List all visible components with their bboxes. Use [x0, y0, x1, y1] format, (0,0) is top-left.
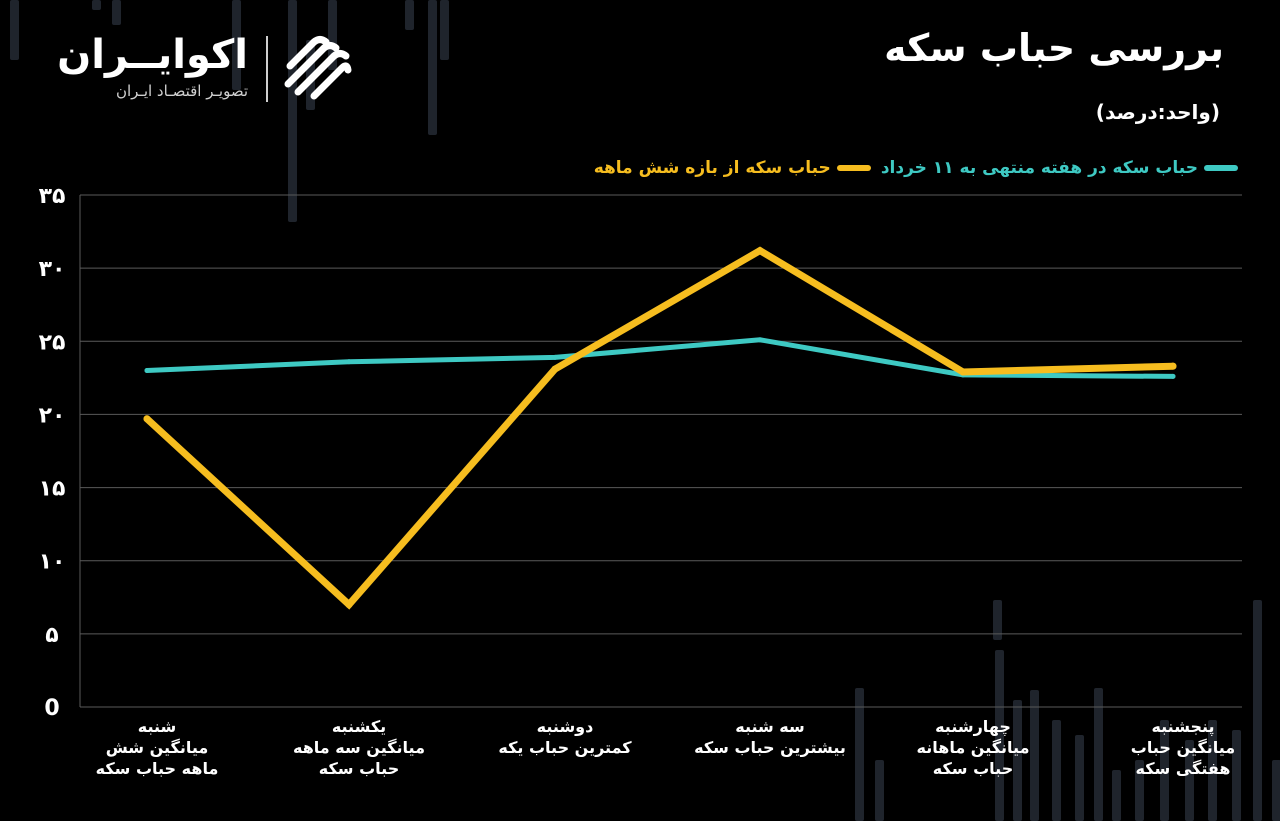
- x-tick-label-line: بیشترین حباب سکه: [694, 738, 846, 757]
- legend-item-teal: حباب سکه در هفته منتهی به ۱۱ خرداد: [881, 158, 1238, 178]
- x-tick-label-5: پنجشنبه میانگین حباب هفتگی سکه: [1088, 716, 1278, 779]
- x-tick-label-2: دوشنبه کمترین حباب یکه: [470, 716, 660, 758]
- bg-candle: [1135, 760, 1144, 821]
- data-point-s0-5: [1170, 373, 1176, 379]
- y-tick-label-35: ۳۵: [39, 184, 66, 209]
- y-tick-label-10: ۱۰: [39, 550, 66, 575]
- x-tick-label-line: حباب سکه: [932, 759, 1014, 778]
- bg-candle: [1160, 720, 1169, 821]
- legend-swatch-yellow: [836, 165, 871, 171]
- x-tick-label-line: ماهه حباب سکه: [95, 759, 219, 778]
- bg-candle: [10, 0, 19, 60]
- bg-candle: [1094, 688, 1103, 821]
- x-tick-label-line: میانگین سه ماهه: [293, 738, 425, 757]
- bg-candle: [112, 0, 121, 25]
- legend-label-teal: حباب سکه در هفته منتهی به ۱۱ خرداد: [880, 158, 1198, 178]
- chart-unit-subtitle: (واحد:درصد): [1095, 100, 1220, 124]
- bg-candle: [1112, 770, 1121, 821]
- x-tick-label-line: دوشنبه: [536, 717, 594, 736]
- logo-divider: [266, 36, 268, 102]
- x-tick-label-1: یکشنبه میانگین سه ماهه حباب سکه: [264, 716, 454, 779]
- data-point-s1-1: [345, 601, 353, 609]
- series-line-0: [144, 337, 1176, 379]
- data-point-s1-0: [143, 415, 151, 423]
- data-point-s1-5: [1169, 362, 1177, 370]
- bg-candle: [405, 0, 414, 30]
- x-tick-label-line: شنبه: [137, 717, 177, 736]
- data-point-s0-1: [346, 359, 352, 365]
- y-tick-label-5: ۵: [45, 623, 58, 648]
- series-line-1: [143, 246, 1177, 610]
- bg-candle: [288, 0, 297, 222]
- brand-name: اکوایــران: [57, 32, 248, 78]
- bg-candle: [875, 760, 884, 821]
- legend-item-yellow: حباب سکه از بازه شش ماهه: [594, 158, 871, 178]
- bg-candle: [993, 600, 1002, 640]
- y-tick-label-20: ۲۰: [39, 403, 66, 428]
- x-tick-label-0: شنبه میانگین شش ماهه حباب سکه: [62, 716, 252, 779]
- bg-candle: [440, 0, 449, 60]
- bg-candle: [1185, 740, 1194, 821]
- legend-swatch-teal: [1204, 165, 1238, 171]
- legend-label-yellow: حباب سکه از بازه شش ماهه: [593, 158, 831, 178]
- y-tick-label-15: ۱۵: [39, 477, 66, 502]
- bg-candle: [428, 0, 437, 135]
- bg-candle: [232, 0, 241, 90]
- brand-tagline: تصویـر اقتصـاد ایـران: [115, 82, 248, 100]
- bg-candle: [1013, 700, 1022, 821]
- x-tick-label-line: میانگین حباب: [1130, 738, 1236, 757]
- x-tick-label-3: سه شنبه بیشترین حباب سکه: [675, 716, 865, 758]
- bg-candle: [1075, 735, 1084, 821]
- brand-mark-icon: [284, 36, 352, 100]
- y-tick-label-0: 0: [44, 696, 59, 721]
- bg-candle: [995, 650, 1004, 821]
- data-point-s1-4: [959, 368, 967, 376]
- y-tick-label-25: ۲۵: [39, 330, 66, 355]
- data-point-s1-3: [756, 247, 764, 255]
- bg-candle: [1232, 730, 1241, 821]
- x-tick-label-line: هفتگی سکه: [1135, 759, 1231, 778]
- bg-candle: [1253, 600, 1262, 821]
- data-point-s1-2: [551, 365, 559, 373]
- bg-candle: [855, 688, 864, 821]
- x-tick-label-line: پنجشنبه: [1151, 717, 1215, 736]
- chart-legend: حباب سکه در هفته منتهی به ۱۱ خرداد حباب …: [594, 158, 1238, 178]
- bg-candle: [1208, 720, 1217, 821]
- x-tick-label-line: حباب سکه: [318, 759, 400, 778]
- data-point-s0-3: [757, 337, 763, 343]
- x-tick-label-line: میانگین ماهانه: [916, 738, 1030, 757]
- chart-title: بررسی حباب سکه: [884, 26, 1224, 70]
- x-tick-label-line: سه شنبه: [735, 717, 805, 736]
- y-tick-label-30: ۳۰: [39, 257, 66, 282]
- data-point-s0-0: [144, 368, 150, 374]
- x-tick-label-line: چهارشنبه: [935, 717, 1011, 736]
- bg-candle: [1272, 760, 1280, 821]
- x-tick-label-4: چهارشنبه میانگین ماهانه حباب سکه: [878, 716, 1068, 779]
- bg-candle: [1052, 720, 1061, 821]
- brand-logo: اکوایــران تصویـر اقتصـاد ایـران: [48, 32, 352, 112]
- bg-candle: [92, 0, 101, 10]
- x-tick-label-line: کمترین حباب یکه: [498, 738, 632, 757]
- data-point-s0-2: [552, 354, 558, 360]
- bg-candle: [1030, 690, 1039, 821]
- x-tick-label-line: میانگین شش: [105, 738, 209, 757]
- x-tick-label-line: یکشنبه: [331, 717, 387, 736]
